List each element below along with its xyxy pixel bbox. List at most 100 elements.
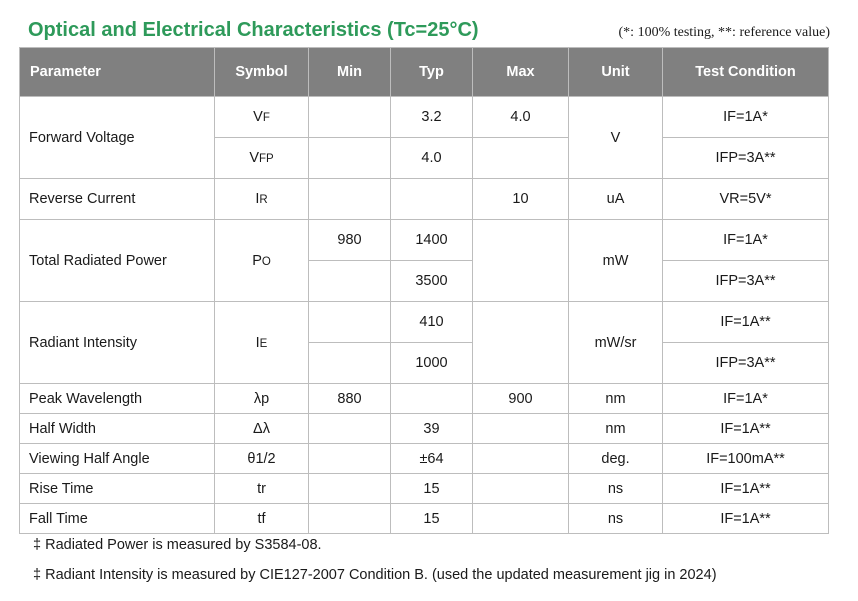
table-row-total-radiated-power-pulse: 3500 IFP=3A** [20, 260, 829, 302]
characteristics-table: Parameter Symbol Min Typ Max Unit Test C… [19, 47, 829, 534]
condition-cell: IF=1A** [662, 473, 829, 504]
min-cell [308, 413, 391, 444]
min-cell [308, 342, 391, 384]
table-row-reverse-current: Reverse Current IR 10 uA VR=5V* [19, 178, 829, 220]
unit-cell: nm [568, 413, 663, 444]
max-cell: 900 [472, 383, 569, 414]
condition-cell: IF=1A* [662, 96, 829, 138]
typ-cell [390, 178, 473, 220]
typ-cell: 4.0 [390, 137, 473, 179]
page-title: Optical and Electrical Characteristics (… [28, 19, 479, 41]
typ-cell: 3.2 [390, 96, 473, 138]
parameter-cell: Reverse Current [19, 178, 215, 220]
table-row-rise-time: Rise Time tr 15 ns IF=1A** [19, 473, 829, 504]
table-row-radiant-intensity: Radiant Intensity IE 410 mW/sr IF=1A** [19, 301, 829, 384]
min-cell [308, 443, 391, 474]
symbol-cell: λp [214, 383, 309, 414]
min-cell: 980 [308, 219, 391, 261]
condition-cell: IFP=3A** [662, 342, 829, 384]
max-cell [472, 301, 569, 384]
max-cell [472, 473, 569, 504]
unit-cell: uA [568, 178, 663, 220]
max-cell [472, 137, 569, 179]
table-row-fall-time: Fall Time tf 15 ns IF=1A** [19, 503, 829, 534]
symbol-cell: PO [214, 219, 309, 302]
typ-cell: 15 [390, 473, 473, 504]
parameter-cell: Total Radiated Power [19, 219, 215, 302]
min-cell [308, 260, 391, 302]
header-test-condition: Test Condition [662, 47, 829, 97]
condition-cell: IFP=3A** [662, 137, 829, 179]
header-typ: Typ [390, 47, 473, 97]
footnote-radiated-power: ‡ Radiated Power is measured by S3584-08… [33, 537, 322, 553]
typ-cell [390, 383, 473, 414]
table-header-row: Parameter Symbol Min Typ Max Unit Test C… [19, 47, 829, 97]
typ-cell: ±64 [390, 443, 473, 474]
parameter-cell: Radiant Intensity [19, 301, 215, 384]
typ-cell: 1000 [390, 342, 473, 384]
symbol-subscript: O [261, 255, 271, 268]
unit-cell: nm [568, 383, 663, 414]
unit-cell: deg. [568, 443, 663, 474]
symbol-subscript: F [262, 112, 270, 124]
condition-cell: IF=1A* [662, 219, 829, 261]
header-parameter: Parameter [19, 47, 215, 97]
footnote-radiant-intensity: ‡ Radiant Intensity is measured by CIE12… [33, 567, 717, 583]
testing-note: (*: 100% testing, **: reference value) [618, 25, 830, 40]
condition-cell: VR=5V* [662, 178, 829, 220]
header-unit: Unit [568, 47, 663, 97]
symbol-cell: VFP [214, 137, 309, 179]
min-cell [308, 301, 391, 343]
typ-cell: 39 [390, 413, 473, 444]
min-cell: 880 [308, 383, 391, 414]
condition-cell: IFP=3A** [662, 260, 829, 302]
header-min: Min [308, 47, 391, 97]
min-cell [308, 137, 391, 179]
table-row-half-width: Half Width Δλ 39 nm IF=1A** [19, 413, 829, 444]
min-cell [308, 178, 391, 220]
symbol-cell: VF [214, 96, 309, 138]
condition-cell: IF=1A* [662, 383, 829, 414]
table-row-forward-voltage: Forward Voltage VF 3.2 4.0 V IF=1A* [19, 96, 829, 179]
condition-cell: IF=100mA** [662, 443, 829, 474]
max-cell [472, 503, 569, 534]
max-cell [472, 443, 569, 474]
unit-cell: ns [568, 473, 663, 504]
symbol-cell: IE [214, 301, 309, 384]
max-cell: 4.0 [472, 96, 569, 138]
header-symbol: Symbol [214, 47, 309, 97]
table-row-peak-wavelength: Peak Wavelength λp 880 900 nm IF=1A* [19, 383, 829, 414]
min-cell [308, 503, 391, 534]
unit-cell: mW [568, 219, 663, 302]
table-row-total-radiated-power: Total Radiated Power PO 980 1400 mW IF=1… [19, 219, 829, 302]
unit-cell: V [568, 96, 663, 179]
symbol-cell: tr [214, 473, 309, 504]
table-row-radiant-intensity-pulse: 1000 IFP=3A** [20, 342, 829, 384]
typ-cell: 3500 [390, 260, 473, 302]
parameter-cell: Viewing Half Angle [19, 443, 215, 474]
symbol-subscript: R [259, 194, 268, 206]
typ-cell: 1400 [390, 219, 473, 261]
condition-cell: IF=1A** [662, 503, 829, 534]
unit-cell: ns [568, 503, 663, 534]
symbol-cell: θ1/2 [214, 443, 309, 474]
symbol-cell: Δλ [214, 413, 309, 444]
symbol-cell: IR [214, 178, 309, 220]
parameter-cell: Half Width [19, 413, 215, 444]
typ-cell: 410 [390, 301, 473, 343]
max-cell: 10 [472, 178, 569, 220]
max-cell [472, 219, 569, 302]
min-cell [308, 96, 391, 138]
typ-cell: 15 [390, 503, 473, 534]
parameter-cell: Fall Time [19, 503, 215, 534]
symbol-cell: tf [214, 503, 309, 534]
parameter-cell: Peak Wavelength [19, 383, 215, 414]
condition-cell: IF=1A** [662, 413, 829, 444]
table-row-forward-voltage-pulse: VFP 4.0 IFP=3A** [20, 137, 829, 179]
unit-cell: mW/sr [568, 301, 663, 384]
min-cell [308, 473, 391, 504]
symbol-subscript: FP [258, 153, 274, 165]
symbol-subscript: E [259, 337, 268, 350]
max-cell [472, 413, 569, 444]
parameter-cell: Forward Voltage [19, 96, 215, 179]
